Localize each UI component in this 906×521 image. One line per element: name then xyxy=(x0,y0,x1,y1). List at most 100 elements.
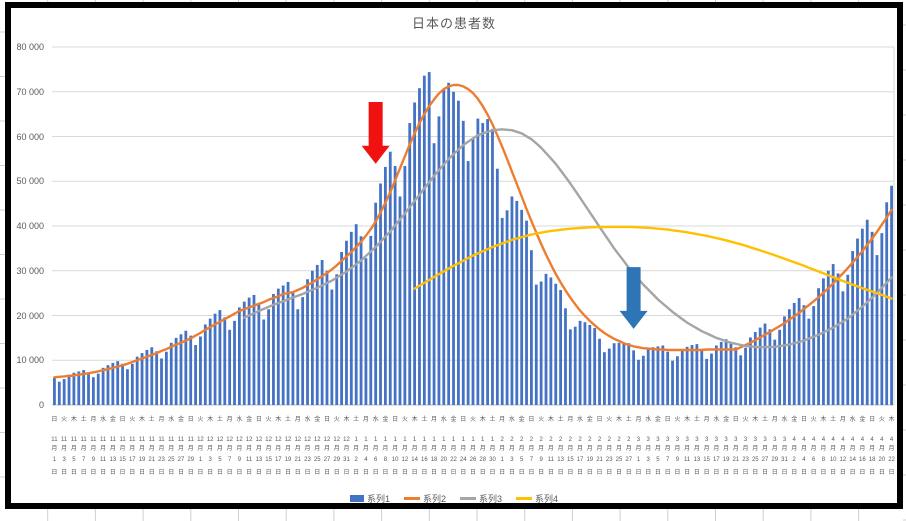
red-down-arrow-annotation[interactable] xyxy=(361,102,390,164)
bar[interactable] xyxy=(281,285,285,405)
bar[interactable] xyxy=(641,355,645,405)
bar[interactable] xyxy=(787,309,791,405)
bar[interactable] xyxy=(140,353,144,405)
bar[interactable] xyxy=(291,292,295,405)
bar[interactable] xyxy=(826,270,830,405)
bar[interactable] xyxy=(515,200,519,405)
bar[interactable] xyxy=(534,284,538,405)
bar[interactable] xyxy=(500,217,504,405)
bar[interactable] xyxy=(447,82,451,406)
bar[interactable] xyxy=(661,345,665,405)
bar[interactable] xyxy=(116,361,120,405)
bar[interactable] xyxy=(797,298,801,405)
bar[interactable] xyxy=(822,278,825,405)
bar[interactable] xyxy=(383,166,387,405)
bar[interactable] xyxy=(588,324,592,405)
bar[interactable] xyxy=(851,251,855,405)
bar[interactable] xyxy=(783,316,786,405)
bar[interactable] xyxy=(671,360,674,405)
bar[interactable] xyxy=(710,353,713,405)
bar[interactable] xyxy=(388,151,392,405)
bar[interactable] xyxy=(335,274,339,405)
annotation-arrows[interactable] xyxy=(361,102,648,329)
bar[interactable] xyxy=(695,344,699,405)
bar[interactable] xyxy=(617,342,621,405)
bar[interactable] xyxy=(807,318,811,405)
bar[interactable] xyxy=(130,363,134,405)
line-系列3[interactable] xyxy=(242,128,893,349)
bar[interactable] xyxy=(544,273,548,405)
bar[interactable] xyxy=(593,328,597,405)
bar[interactable] xyxy=(72,372,76,405)
series-bars-patients[interactable] xyxy=(53,72,893,406)
bar[interactable] xyxy=(870,231,874,405)
bar[interactable] xyxy=(267,309,270,405)
bar[interactable] xyxy=(885,202,889,405)
bar[interactable] xyxy=(62,379,66,405)
bar[interactable] xyxy=(466,161,470,405)
bar[interactable] xyxy=(87,372,90,405)
bar[interactable] xyxy=(320,260,324,405)
bar[interactable] xyxy=(213,313,217,405)
bar[interactable] xyxy=(442,89,446,405)
bar[interactable] xyxy=(573,326,577,405)
bar[interactable] xyxy=(505,210,509,405)
bar[interactable] xyxy=(101,367,105,405)
bar[interactable] xyxy=(583,322,587,405)
bar[interactable] xyxy=(82,370,86,405)
bar[interactable] xyxy=(199,336,202,405)
bar[interactable] xyxy=(252,294,256,405)
bar[interactable] xyxy=(622,342,626,405)
bar[interactable] xyxy=(145,349,149,405)
bar[interactable] xyxy=(637,359,640,405)
bar[interactable] xyxy=(792,302,796,405)
bar[interactable] xyxy=(753,332,757,405)
bar[interactable] xyxy=(398,196,402,405)
bar[interactable] xyxy=(369,235,373,405)
bar[interactable] xyxy=(457,100,460,405)
bar[interactable] xyxy=(135,356,139,405)
bar[interactable] xyxy=(685,346,689,405)
bar[interactable] xyxy=(676,356,679,405)
bar[interactable] xyxy=(651,347,655,405)
bar[interactable] xyxy=(539,281,543,405)
bar[interactable] xyxy=(734,347,738,405)
bar[interactable] xyxy=(223,317,227,405)
bar[interactable] xyxy=(817,288,820,405)
bar[interactable] xyxy=(836,273,840,405)
bar[interactable] xyxy=(111,362,115,405)
bar[interactable] xyxy=(603,352,606,405)
legend-item-系列4[interactable]: 系列4 xyxy=(516,492,558,505)
bar[interactable] xyxy=(778,329,782,405)
bar[interactable] xyxy=(330,289,334,405)
bar[interactable] xyxy=(481,123,485,405)
legend-item-系列3[interactable]: 系列3 xyxy=(460,492,502,505)
bar[interactable] xyxy=(276,288,280,405)
bar[interactable] xyxy=(126,369,129,405)
bar[interactable] xyxy=(666,351,670,405)
bar[interactable] xyxy=(656,346,660,405)
bar[interactable] xyxy=(471,138,475,406)
bar[interactable] xyxy=(257,303,261,405)
bar[interactable] xyxy=(301,297,305,405)
bar[interactable] xyxy=(67,374,71,405)
bar[interactable] xyxy=(174,337,178,406)
bar[interactable] xyxy=(364,258,368,405)
bar[interactable] xyxy=(525,220,528,405)
bar[interactable] xyxy=(194,345,197,405)
bar[interactable] xyxy=(189,335,193,405)
bar[interactable] xyxy=(612,343,616,405)
bar[interactable] xyxy=(349,231,353,405)
bar[interactable] xyxy=(340,251,343,405)
bar[interactable] xyxy=(121,363,124,405)
bar[interactable] xyxy=(495,168,499,405)
bar[interactable] xyxy=(564,308,567,405)
bar[interactable] xyxy=(228,329,232,405)
bar[interactable] xyxy=(646,349,650,405)
bar[interactable] xyxy=(247,297,251,405)
bar[interactable] xyxy=(379,183,382,405)
bar[interactable] xyxy=(155,351,159,405)
bar[interactable] xyxy=(690,345,694,405)
bar[interactable] xyxy=(700,349,704,405)
bar[interactable] xyxy=(208,318,212,405)
